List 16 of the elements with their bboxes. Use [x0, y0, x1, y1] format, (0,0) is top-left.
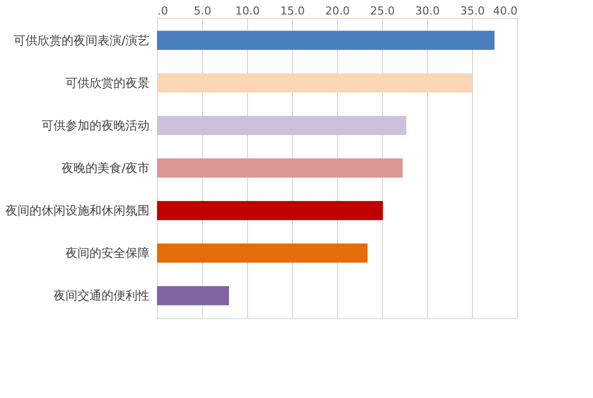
x-tick-label: 10.0 — [235, 4, 260, 18]
x-tick-label: 40.0 — [493, 4, 518, 18]
y-tick-label: 可供欣赏的夜景 — [66, 76, 150, 90]
x-tick-label: 25.0 — [370, 4, 395, 18]
x-tick-label: .0 — [158, 4, 168, 18]
x-tick-label: 15.0 — [280, 4, 305, 18]
y-tick-label: 可供欣赏的夜间表演/演艺 — [13, 33, 150, 48]
y-tick-label: 夜晚的美食/夜市 — [61, 161, 150, 175]
x-tick-label: 5.0 — [194, 4, 212, 18]
x-tick-label: 30.0 — [415, 4, 440, 18]
y-tick-label: 夜间的安全保障 — [66, 246, 150, 260]
y-tick-label: 夜间交通的便利性 — [54, 288, 150, 303]
y-tick-label: 可供参加的夜晚活动 — [42, 118, 150, 132]
x-tick-label: 35.0 — [460, 4, 485, 18]
x-tick-label: 20.0 — [325, 4, 350, 18]
y-tick-label: 夜间的休闲设施和休闲氛围 — [6, 204, 150, 218]
